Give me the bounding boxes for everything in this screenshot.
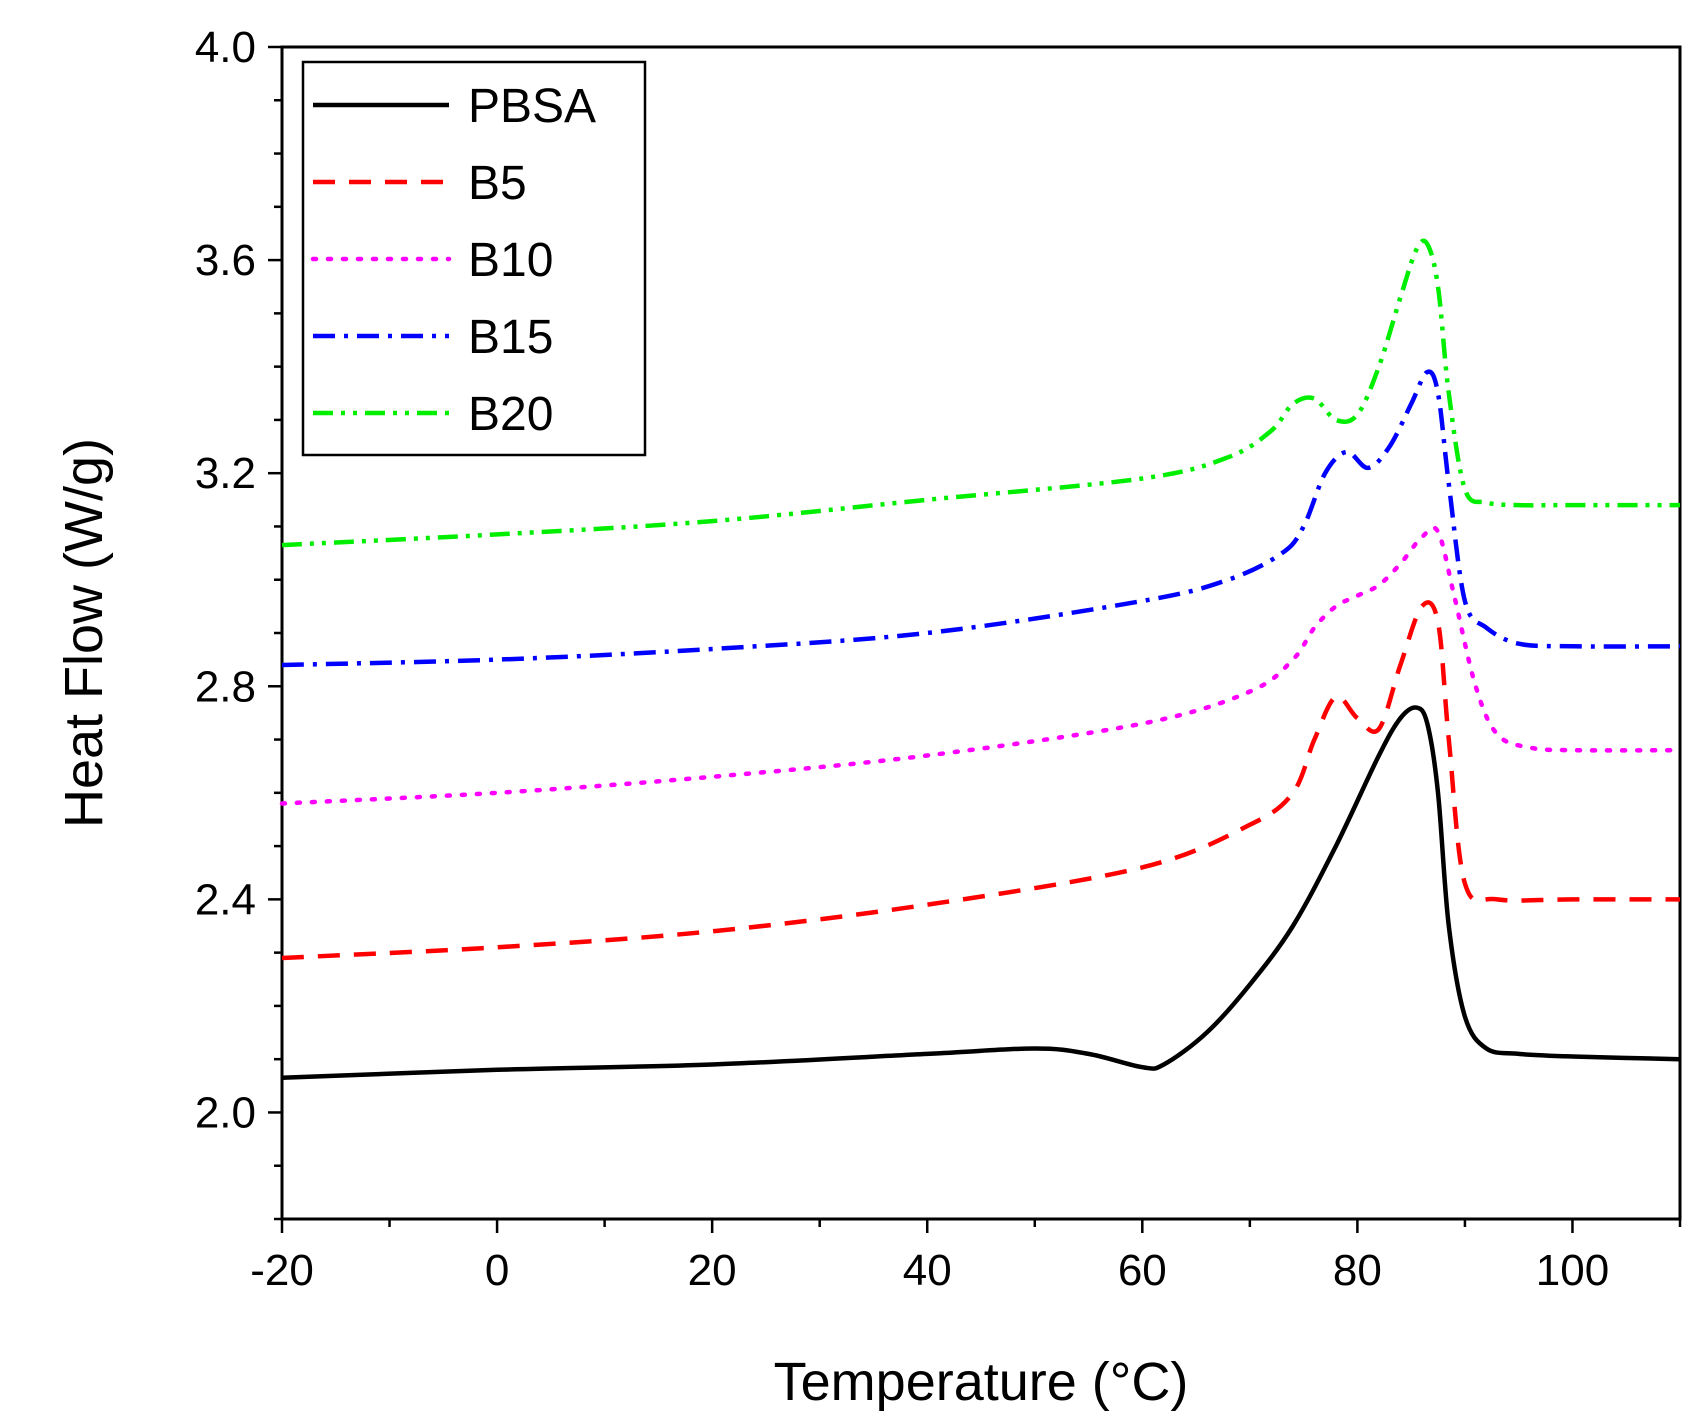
y-tick-label: 2.0 (195, 1088, 256, 1137)
x-tick-label: -20 (250, 1246, 314, 1295)
y-tick-label: 3.6 (195, 236, 256, 285)
legend: PBSA B5 B10 B15 B20 (301, 60, 647, 457)
y-tick-label: 2.4 (195, 875, 256, 924)
series-line-b5 (281, 600, 1680, 961)
legend-label-b5: B5 (468, 157, 527, 210)
y-axis-ticks: 2.0 2.4 2.8 3.2 3.6 4.0 (195, 23, 282, 1221)
series-line-b15 (281, 369, 1681, 668)
series-line-b10 (279, 525, 1683, 806)
x-tick-label: 20 (688, 1246, 737, 1295)
legend-label-pbsa: PBSA (468, 80, 596, 133)
x-axis-title: Temperature (°C) (774, 1352, 1189, 1412)
legend-label-b20: B20 (468, 388, 553, 441)
legend-box (301, 60, 647, 457)
x-tick-label: 40 (903, 1246, 952, 1295)
x-tick-label: 80 (1333, 1246, 1382, 1295)
x-axis-ticks: -20 0 20 40 60 80 100 (250, 1219, 1682, 1295)
legend-label-b10: B10 (468, 234, 553, 287)
y-axis-title: Heat Flow (W/g) (54, 438, 114, 828)
y-tick-label: 4.0 (195, 23, 256, 72)
y-tick-label: 2.8 (195, 662, 256, 711)
series-line-pbsa (281, 705, 1681, 1081)
series-line-b20 (281, 238, 1680, 548)
x-tick-label: 100 (1536, 1246, 1609, 1295)
y-tick-label: 3.2 (195, 449, 256, 498)
legend-label-b15: B15 (468, 311, 553, 364)
x-tick-label: 60 (1118, 1246, 1167, 1295)
x-tick-label: 0 (485, 1246, 509, 1295)
series-layer (279, 238, 1683, 1081)
